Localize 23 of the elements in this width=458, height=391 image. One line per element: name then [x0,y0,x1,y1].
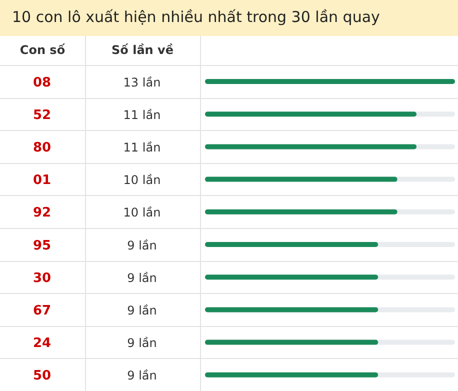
x-axis-title: Số lần về [110,42,174,59]
y-tick-label: 92 [32,206,52,221]
data-label: 9 lần [127,270,157,285]
chart-title: 10 con lô xuất hiện nhiều nhất trong 30 lần quay [0,0,458,36]
y-tick-label: 67 [32,304,52,318]
y-tick-label: 30 [32,270,52,286]
y-tick-label: 08 [32,75,52,90]
y-tick-label: 80 [32,140,52,156]
data-label: 9 lần [127,368,157,383]
y-tick-label: 95 [32,238,52,254]
data-label: 10 lần [123,173,161,188]
data-label: 11 lần [123,140,161,154]
y-tick-label: 01 [32,173,52,188]
y-axis-title: Con số [18,42,66,59]
data-label: 13 lần [123,75,161,90]
data-label: 9 lần [127,238,157,252]
data-label: 10 lần [123,206,161,220]
data-label: 9 lần [127,336,157,350]
data-label: 11 lần [123,108,161,122]
data-label: 9 lần [127,304,157,318]
y-tick-label: 52 [32,108,52,123]
y-tick-label: 50 [32,368,52,384]
y-tick-label: 24 [32,336,52,352]
